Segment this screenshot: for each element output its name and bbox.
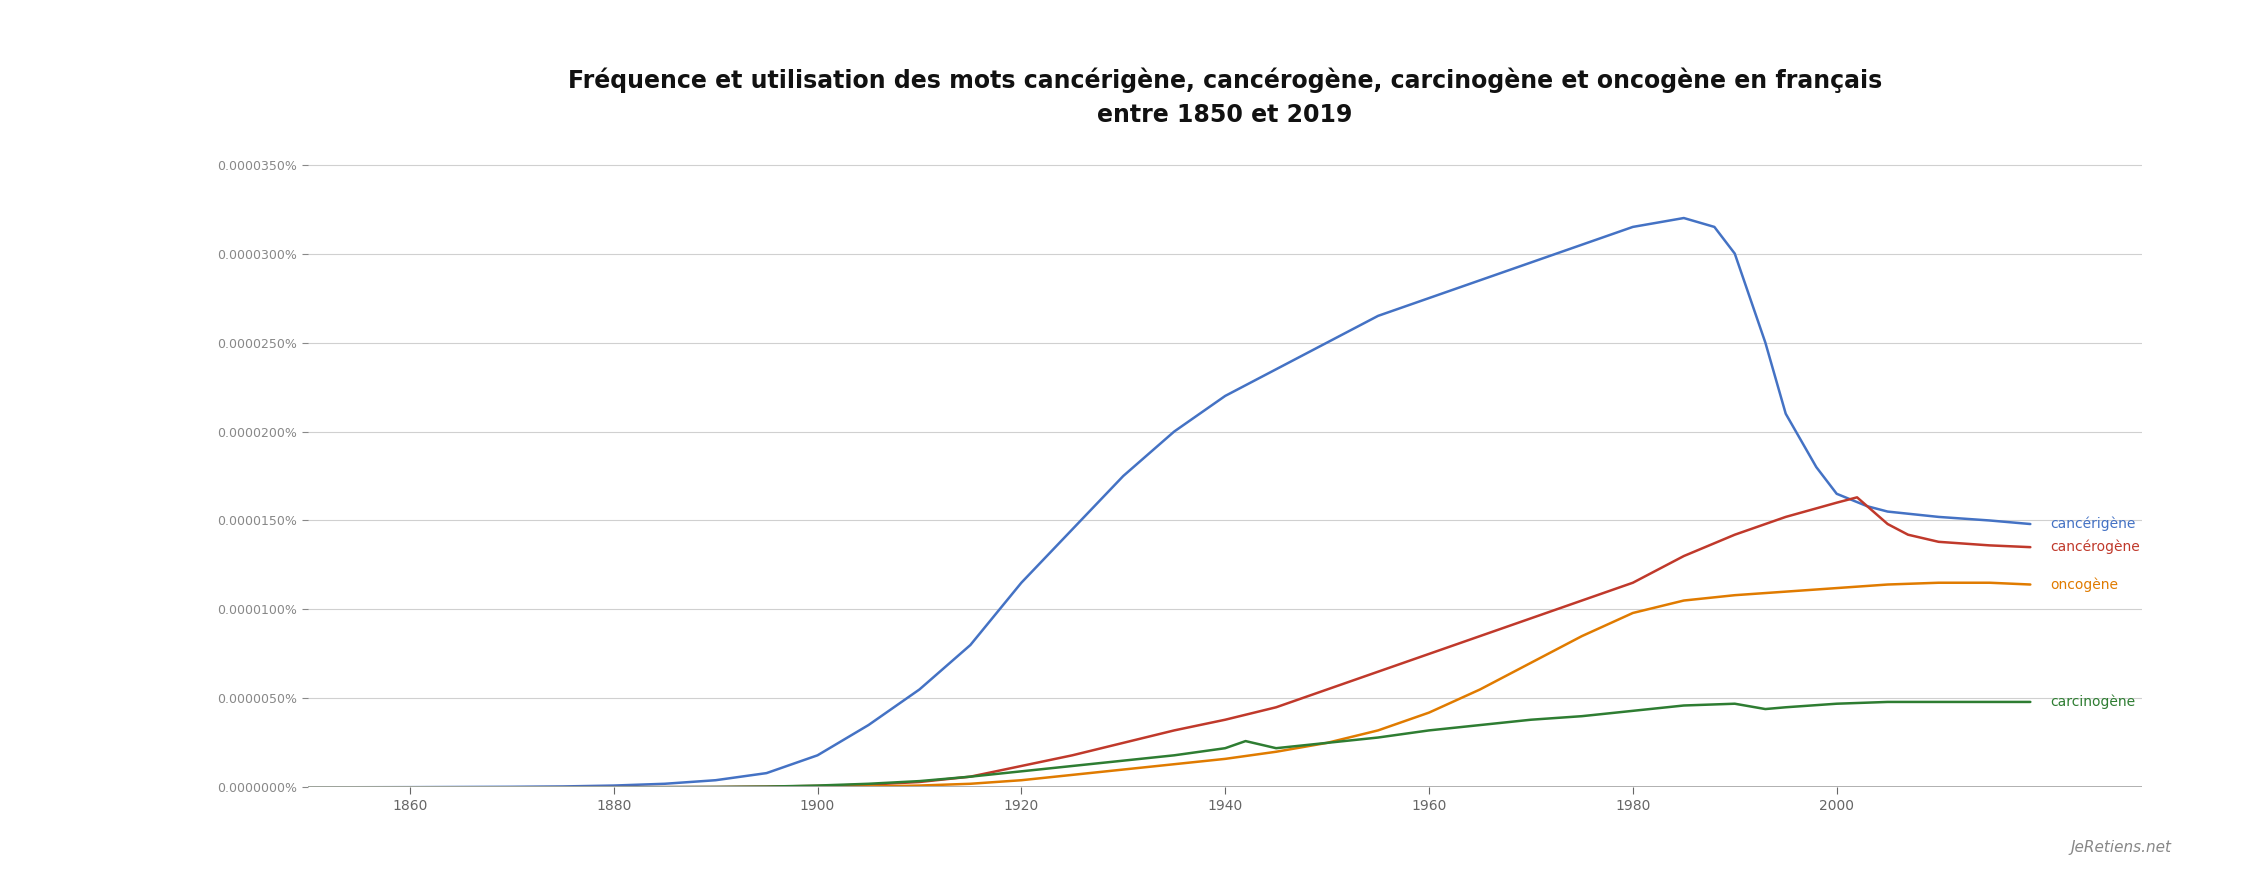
Text: cancérogène: cancérogène — [2050, 540, 2140, 554]
Text: carcinogène: carcinogène — [2050, 695, 2135, 709]
Text: JeRetiens.net: JeRetiens.net — [2070, 840, 2171, 855]
Text: oncogène: oncogène — [2050, 577, 2120, 592]
Title: Fréquence et utilisation des mots cancérigène, cancérogène, carcinogène et oncog: Fréquence et utilisation des mots cancér… — [567, 68, 1883, 127]
Text: cancérigène: cancérigène — [2050, 517, 2135, 531]
